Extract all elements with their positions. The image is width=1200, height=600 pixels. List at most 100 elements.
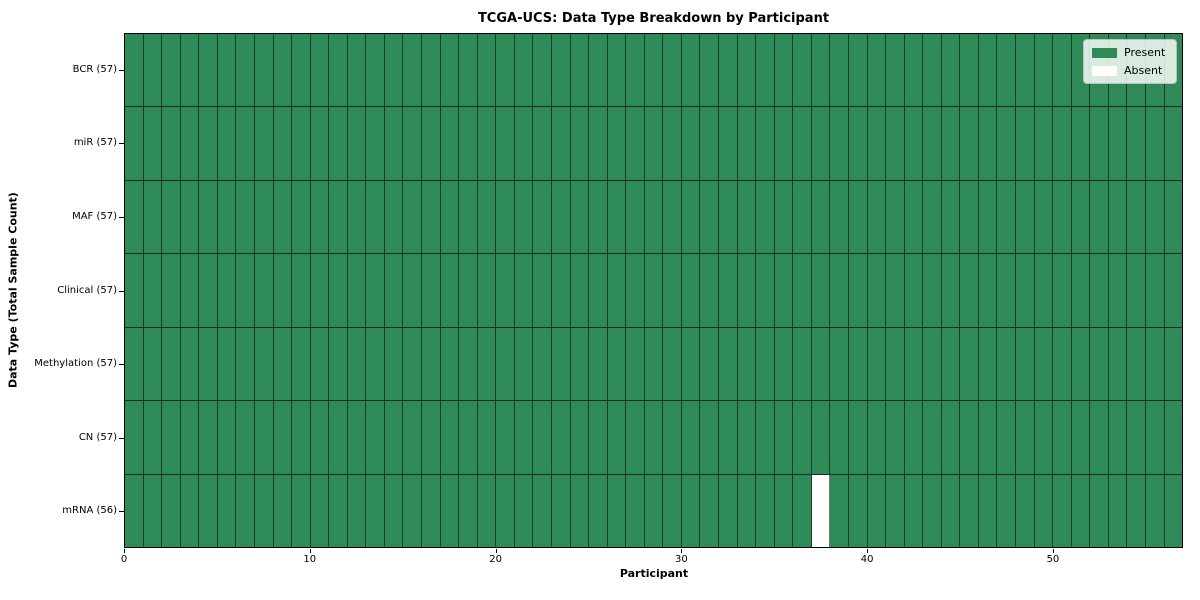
heatmap-cell-present (1127, 327, 1146, 401)
heatmap-cell-present (904, 254, 924, 327)
heatmap-cell-present (347, 401, 367, 474)
present-swatch (1092, 47, 1117, 58)
absent-swatch (1092, 65, 1117, 76)
heatmap-cell-present (403, 401, 422, 474)
heatmap-cell-present (1164, 107, 1183, 180)
heatmap-row (125, 474, 1183, 547)
heatmap-cell-present (310, 474, 330, 547)
heatmap-cell-present (1108, 107, 1128, 180)
heatmap-cell-present (384, 34, 404, 107)
heatmap-cell-present (143, 327, 163, 401)
heatmap-cell-present (978, 254, 998, 327)
heatmap-cell-present (254, 254, 274, 327)
heatmap-cell-present (440, 34, 460, 107)
heatmap-cell-present (162, 474, 181, 547)
heatmap-cell-present (681, 107, 701, 180)
heatmap-cell-present (273, 254, 293, 327)
heatmap-cell-present (422, 254, 441, 327)
heatmap-cell-present (180, 401, 200, 474)
heatmap-cell-present (663, 107, 682, 180)
heatmap-cell-present (199, 180, 218, 254)
heatmap-cell-present (811, 401, 831, 474)
heatmap-cell-present (329, 327, 348, 401)
heatmap-cell-present (923, 34, 942, 107)
heatmap-cell-present (644, 474, 664, 547)
heatmap-cell-present (1090, 180, 1109, 254)
heatmap-cell-present (719, 107, 738, 180)
heatmap-cell-present (310, 401, 330, 474)
heatmap-cell-present (570, 107, 590, 180)
heatmap-cell-present (719, 401, 738, 474)
heatmap-cell-present (403, 180, 422, 254)
heatmap-cell-present (180, 254, 200, 327)
heatmap-cell-present (514, 180, 534, 254)
heatmap-cell-present (589, 180, 608, 254)
heatmap-cell-present (1127, 401, 1146, 474)
heatmap-cell-present (719, 180, 738, 254)
heatmap-cell-present (793, 180, 812, 254)
heatmap-cell-present (867, 254, 887, 327)
heatmap-cell-present (978, 107, 998, 180)
y-tick-mark (119, 290, 124, 292)
heatmap-cell-present (551, 401, 571, 474)
heatmap-cell-present (793, 34, 812, 107)
legend-item-present: Present (1092, 46, 1168, 59)
heatmap-cell-present (440, 180, 460, 254)
heatmap-cell-present (811, 34, 831, 107)
heatmap-cell-present (1108, 401, 1128, 474)
heatmap-cell-present (681, 474, 701, 547)
heatmap-cell-present (774, 327, 794, 401)
heatmap-cell-present (774, 401, 794, 474)
heatmap-cell-present (607, 180, 627, 254)
legend: Present Absent (1083, 39, 1177, 84)
heatmap-cell-present (1090, 254, 1109, 327)
heatmap-cell-present (366, 401, 385, 474)
heatmap-cell-present (384, 180, 404, 254)
heatmap-cell-present (1145, 327, 1165, 401)
heatmap-cell-present (978, 401, 998, 474)
heatmap-cell-present (904, 401, 924, 474)
heatmap-cell-present (589, 107, 608, 180)
legend-label-present: Present (1124, 46, 1166, 59)
heatmap-cell-present (830, 474, 849, 547)
heatmap-cell-present (1090, 327, 1109, 401)
heatmap-cell-present (960, 327, 979, 401)
heatmap-cell-present (217, 34, 237, 107)
heatmap-cell-present (886, 180, 905, 254)
heatmap-cell-present (626, 254, 645, 327)
heatmap-cell-present (199, 107, 218, 180)
heatmap-cell-present (1016, 327, 1035, 401)
heatmap-cell-present (793, 254, 812, 327)
heatmap-cell-present (681, 401, 701, 474)
x-tick-mark (867, 549, 869, 553)
heatmap-cell-present (496, 254, 515, 327)
y-tick-label: CN (57) (78, 431, 117, 443)
heatmap-cell-present (514, 327, 534, 401)
heatmap-cell-present (1090, 107, 1109, 180)
heatmap-cell-present (403, 327, 422, 401)
heatmap-cell-present (904, 474, 924, 547)
heatmap-cell-present (347, 327, 367, 401)
heatmap-cell-present (514, 34, 534, 107)
heatmap-cell-present (217, 327, 237, 401)
heatmap-cell-present (551, 474, 571, 547)
heatmap-cell-present (422, 474, 441, 547)
heatmap-cell-present (366, 327, 385, 401)
heatmap-cell-present (1071, 180, 1091, 254)
heatmap-cell-present (514, 401, 534, 474)
heatmap-cell-present (125, 474, 144, 547)
heatmap-cell-present (997, 474, 1016, 547)
heatmap-cell-present (1053, 327, 1072, 401)
heatmap-cell-present (737, 401, 757, 474)
heatmap-cell-present (793, 474, 812, 547)
heatmap-cell-present (1127, 180, 1146, 254)
heatmap-cell-present (329, 180, 348, 254)
heatmap-cell-present (347, 474, 367, 547)
heatmap-cell-present (347, 254, 367, 327)
x-axis-title: Participant (619, 567, 689, 580)
heatmap-cell-present (1034, 34, 1054, 107)
heatmap-cell-present (422, 401, 441, 474)
y-tick-label: miR (57) (73, 137, 117, 149)
heatmap-cell-present (570, 401, 590, 474)
heatmap-cell-present (589, 474, 608, 547)
